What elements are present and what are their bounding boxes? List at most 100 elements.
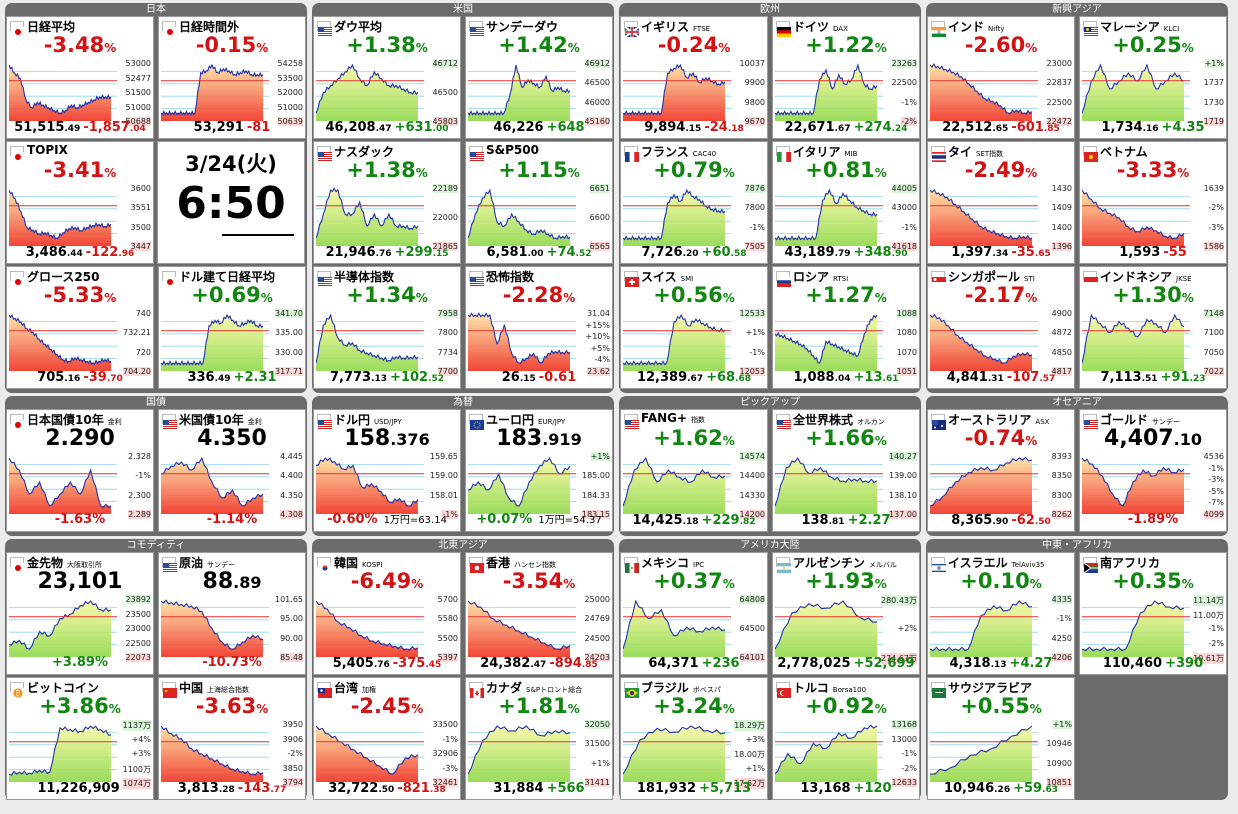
diff-int: -143	[237, 781, 271, 796]
market-panel[interactable]: ユーロ円 EUR/JPY 183.919 +1% 185.00 184.33 183.15 +…	[465, 409, 613, 532]
market-sub: DAX	[833, 25, 848, 33]
price-line: 53,291 -81	[159, 116, 305, 135]
change-value: -0.74	[964, 426, 1026, 450]
price-diff: +13.61	[854, 370, 899, 385]
market-panel[interactable]: グロース250 -5.33% 740 732.21 720 704.20 705.16 -39…	[6, 266, 154, 389]
market-panel[interactable]: 中国 上海総合指数 -3.63% 3950 3906 -2% 3850 3794 3,813.2…	[158, 677, 306, 800]
market-panel[interactable]: イギリス FTSE -0.24% 10037 9900 9800 9670 9,894.15-…	[620, 16, 768, 139]
market-panel[interactable]: サンデーダウ +1.42% 46912 46500 46000 45160 46,226 +6…	[465, 16, 613, 139]
flag-icon-us	[317, 414, 332, 430]
market-sub: オルカン	[857, 418, 885, 426]
percent-sign: %	[1025, 41, 1038, 55]
percent-sign: %	[256, 702, 269, 716]
flag-icon-jp	[162, 21, 177, 37]
market-panel[interactable]: マレーシア KLCI +0.25% +1% 1737 1730 1719 1,734.16 +4…	[1079, 16, 1227, 139]
market-panel[interactable]: 金先物 大阪取引所 23,101 23892 23500 23000 22500 22073 +…	[6, 552, 154, 675]
market-panel[interactable]: インド Nifty -2.60% 23000 22837 22500 22472 22,512…	[927, 16, 1075, 139]
market-panel[interactable]: 米国債10年 金利 4.350 4.445 4.400 4.350 4.308 -1.14%	[158, 409, 306, 532]
axis-label: 1430	[1051, 184, 1072, 193]
region-title: 米国	[453, 4, 473, 15]
chart-area: 3600 3551 3500 3447	[8, 184, 153, 251]
market-sub: IPC	[693, 561, 705, 569]
market-panel[interactable]: 南アフリカ +0.35% 11.14万 11.00万 -1% -2% 10.61万 110,4…	[1079, 552, 1227, 675]
market-panel[interactable]: サウジアラビア +0.55% +1% 10946 10900 10851 10,946.26…	[927, 677, 1075, 800]
price-int: 336	[187, 370, 215, 385]
axis-label: 1080	[896, 328, 917, 338]
diff-int: +2.31	[233, 370, 277, 385]
percent-sign: %	[256, 41, 269, 55]
market-panel[interactable]: 韓国 KOSPI -6.49% 5700 5580 5500 5397 5,405.76 -37…	[313, 552, 461, 675]
market-panel[interactable]: ロシア RTSI +1.27% 1088 1080 1070 1051 1,088.04 +13…	[772, 266, 920, 389]
axis-label: -1%	[1208, 463, 1224, 473]
market-panel[interactable]: 全世界株式 オルカン +1.66% 140.27 139.00 138.10 137.00 1…	[772, 409, 920, 532]
market-panel[interactable]: FANG+ 指数 +1.62% 14574 14400 14330 14200 14,425.…	[620, 409, 768, 532]
change-value: -2.45	[350, 694, 412, 718]
market-panel[interactable]: アルゼンチン メルバル +1.93% 280.43万 +2% 274.67万 2,778,0…	[772, 552, 920, 675]
market-panel[interactable]: ベトナム -3.33% 1639 -2% -3% 1586 1,593 -55	[1079, 141, 1227, 264]
market-panel[interactable]: フランス CAC40 +0.79% 7876 7800 -1% 7505 7,726.20 +6…	[620, 141, 768, 264]
market-name: ビットコイン	[27, 679, 99, 696]
axis-label: +1%	[590, 758, 610, 768]
market-panel[interactable]: シンガポール STI -2.17% 4900 4872 4850 4817 4,841.31-…	[927, 266, 1075, 389]
market-panel[interactable]: 恐怖指数 -2.28% 31.04 +15% +10% +5% -4% 23.62 26.15-…	[465, 266, 613, 389]
diff-int: +52,699	[853, 656, 915, 671]
market-name-text: S&P500	[486, 143, 539, 157]
market-panel[interactable]: ドル円 USD/JPY 158.376 159.65 159.00 158.01 -1% -0…	[313, 409, 461, 532]
change-percent: +0.37%	[621, 569, 767, 593]
axis-label: 5397	[437, 653, 458, 662]
market-panel[interactable]: S&P500 +1.15% 6651 6600 6565 6,581.00 +74.52	[465, 141, 613, 264]
market-panel[interactable]: 日経平均 -3.48% 53000 52477 51500 51000 50688 51,51…	[6, 16, 154, 139]
axis-label: 10.61万	[1193, 653, 1224, 664]
market-panel[interactable]: イタリア MIB +0.81% 44005 43000 -1% 41618 43,189.79…	[772, 141, 920, 264]
axis-label: 90.00	[280, 633, 303, 643]
price-diff: +91.23	[1161, 370, 1206, 385]
axis-label: 4099	[1203, 510, 1224, 519]
market-panel[interactable]: 日経時間外 -0.15% 54258 53500 52000 51000 50639 53,2…	[158, 16, 306, 139]
market-panel[interactable]: 台湾 加権 -2.45% 33500 -1% 32906 -3% 32461 32,722.50…	[313, 677, 461, 800]
price-chart	[8, 313, 117, 371]
market-panel[interactable]: 原油 サンデー 88.89 101.65 95.00 90.00 85.48 -10.73%	[158, 552, 306, 675]
change-percent: +3.24%	[621, 694, 767, 718]
percent-sign: %	[722, 166, 735, 180]
market-panel[interactable]: インドネシア JKSE +1.30% 7148 7100 7050 7022 7,113.51…	[1079, 266, 1227, 389]
market-panel[interactable]: スイス SMI +0.56% 12533 +1% -1% 12053 12,389.67 +68…	[620, 266, 768, 389]
change-percent: +0.25%	[1080, 33, 1226, 57]
diff-int: +566	[546, 781, 585, 796]
svg-text:₿: ₿	[16, 690, 21, 698]
market-panel[interactable]: オーストラリア ASX -0.74% 8393 8350 8300 8262 8,365.90…	[927, 409, 1075, 532]
price: 53,291	[194, 120, 244, 135]
market-panel[interactable]: タイ SET指数 -2.49% 1430 1409 1400 1396 1,397.34 -35…	[927, 141, 1075, 264]
market-name-text: 日本国債10年	[27, 413, 104, 427]
market-panel[interactable]: ブラジル ボベスパ +3.24% 18.29万 +3% 18.00万 +1% 17.62万 18…	[620, 677, 768, 800]
market-panel[interactable]: 半導体指数 +1.34% 7958 7800 7734 7700 7,773.13 +102.…	[313, 266, 461, 389]
axis-label: -1%	[1056, 614, 1072, 624]
axis-label: 12533	[739, 309, 765, 318]
axis-label: 4872	[1051, 328, 1072, 338]
market-panel[interactable]: TOPIX -3.41% 3600 3551 3500 3447 3,486.44 -122.…	[6, 141, 154, 264]
market-panel[interactable]: イスラエル TelAviv35 +0.10% 4335 -1% 4250 4206 4,318…	[927, 552, 1075, 675]
clock-underline	[222, 234, 294, 236]
market-panel[interactable]: ドイツ DAX +1.22% 23263 22500 -1% -2% 22,671.67 +27…	[772, 16, 920, 139]
market-panel[interactable]: メキシコ IPC +0.37% 64808 64500 64101 64,371 +236	[620, 552, 768, 675]
change-value: -0.15	[195, 33, 257, 57]
market-panel[interactable]: ナスダック +1.38% 22189 22000 21865 21,946.76 +299.…	[313, 141, 461, 264]
market-panel[interactable]: ゴールド サンデー 4,407.10 4536 -1% -3% -5% -7% 4099 -1.8…	[1079, 409, 1227, 532]
price-int: 31,884	[493, 781, 544, 796]
price-diff: -375.45	[393, 656, 442, 671]
change-percent: +1.30%	[1080, 283, 1226, 307]
market-panel[interactable]: カナダ S&Pトロント総合 +1.81% 32050 31500 +1% 31411 31,8…	[465, 677, 613, 800]
market-panel[interactable]: ドル建て日経平均 +0.69% 341.70 335.00 330.00 317.71 33…	[158, 266, 306, 389]
axis-label: 2.300	[128, 490, 151, 500]
axis-label: 5500	[437, 633, 458, 643]
axis-label: -1%	[749, 347, 765, 357]
market-panel[interactable]: 日本国債10年 金利 2.290 2.328 -1% 2.300 2.289 -1.63%	[6, 409, 154, 532]
market-panel[interactable]: ₿ ビットコイン +3.86% 1137万 +4% +3% 1100万 1074万 11,226…	[6, 677, 154, 800]
price-chart	[160, 599, 269, 657]
price-chart	[467, 600, 576, 657]
market-panel[interactable]: 香港 ハンセン指数 -3.54% 25000 24769 24500 24203 24,382…	[465, 552, 613, 675]
market-name-text: ビットコイン	[27, 681, 100, 695]
market-panel[interactable]: ダウ平均 +1.38% 46712 46500 45803 46,208.47 +631.0…	[313, 16, 461, 139]
market-panel[interactable]: トルコ Borsa100 +0.92% 13168 13000 -1% -2% 12633 13…	[772, 677, 920, 800]
axis-label: 22500	[125, 638, 151, 648]
axis-label: 4850	[1051, 347, 1072, 357]
